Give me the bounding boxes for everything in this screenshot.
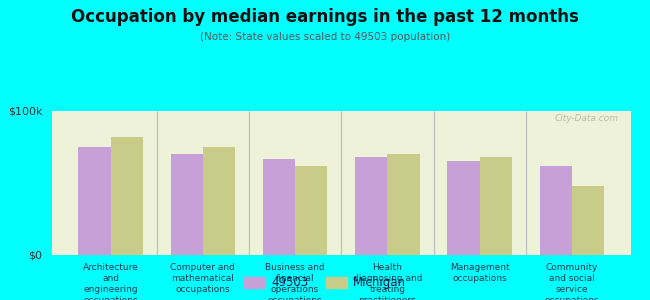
Bar <box>387 154 420 255</box>
Bar <box>540 166 572 255</box>
Bar <box>170 154 203 255</box>
Bar <box>447 161 480 255</box>
Bar <box>203 147 235 255</box>
Bar <box>480 157 512 255</box>
Text: City-Data.com: City-Data.com <box>555 114 619 123</box>
Bar <box>355 157 387 255</box>
Legend: 49503, Michigan: 49503, Michigan <box>239 272 411 294</box>
Bar <box>572 186 604 255</box>
Bar <box>295 166 328 255</box>
Bar <box>111 137 143 255</box>
Bar <box>78 147 111 255</box>
Bar <box>263 158 295 255</box>
Text: (Note: State values scaled to 49503 population): (Note: State values scaled to 49503 popu… <box>200 32 450 41</box>
Text: Occupation by median earnings in the past 12 months: Occupation by median earnings in the pas… <box>71 8 579 26</box>
